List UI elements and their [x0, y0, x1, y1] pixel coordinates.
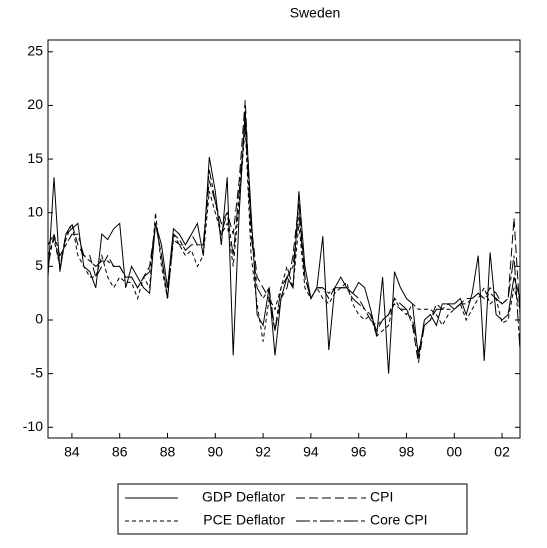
x-tick-label: 96 [351, 444, 367, 460]
y-tick-label: 20 [27, 96, 43, 112]
y-tick-label: 5 [35, 257, 43, 273]
series-line [47, 126, 521, 342]
y-tick-label: 25 [27, 43, 43, 59]
legend-label: Core CPI [370, 512, 428, 528]
y-tick-label: 0 [35, 311, 43, 327]
y-tick-label: 15 [27, 150, 43, 166]
x-tick-label: 00 [446, 444, 462, 460]
legend-box [117, 483, 468, 535]
legend-label: CPI [370, 489, 393, 505]
y-tick-label: -10 [23, 418, 43, 434]
x-tick-label: 86 [112, 444, 128, 460]
x-tick-label: 94 [303, 444, 319, 460]
x-tick-label: 84 [64, 444, 80, 460]
x-tick-label: 02 [494, 444, 510, 460]
y-tick-label: 10 [27, 203, 43, 219]
x-tick-label: 90 [208, 444, 224, 460]
legend-label: GDP Deflator [202, 489, 285, 505]
legend-label: PCE Deflator [203, 512, 285, 528]
chart-title: Sweden [290, 5, 341, 21]
series-line [47, 110, 521, 374]
series-line [47, 100, 521, 363]
x-tick-label: 88 [160, 444, 176, 460]
x-tick-label: 98 [399, 444, 415, 460]
y-tick-label: -5 [31, 364, 44, 380]
plot-frame [47, 39, 521, 439]
x-tick-label: 92 [255, 444, 271, 460]
series-line [47, 121, 521, 353]
